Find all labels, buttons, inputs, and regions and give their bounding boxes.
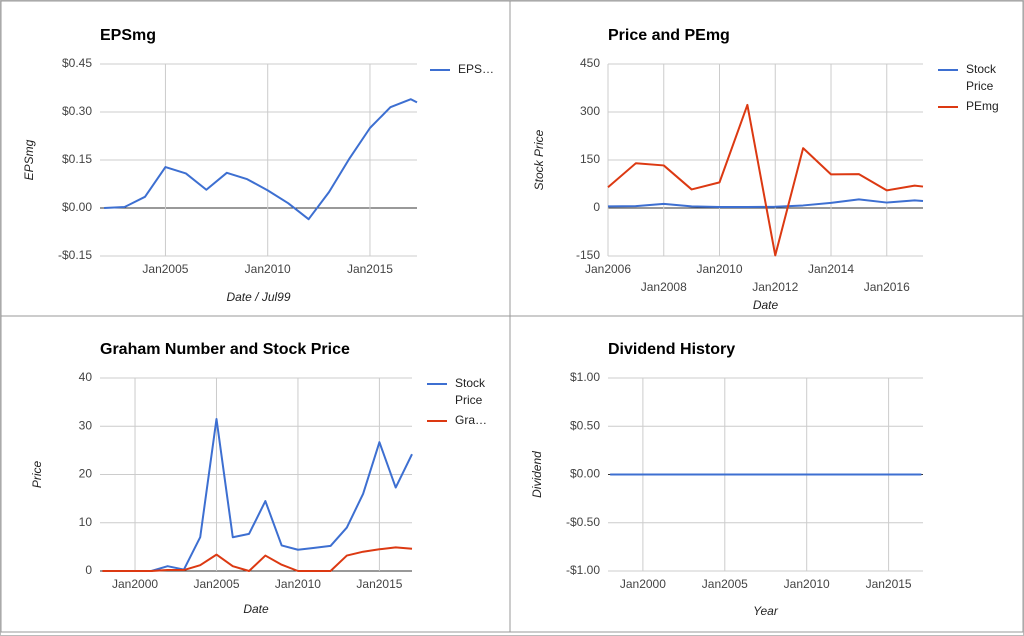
chart-title: Graham Number and Stock Price — [100, 341, 350, 358]
x-tick-label: Jan2014 — [808, 262, 854, 276]
y-tick-label: $0.45 — [62, 56, 92, 70]
legend-label: EPS… — [458, 62, 494, 76]
y-tick-label: -150 — [576, 248, 600, 262]
chart-title: EPSmg — [100, 27, 156, 44]
y-tick-label: $0.00 — [570, 467, 600, 481]
x-tick-label: Jan2008 — [641, 280, 687, 294]
y-axis-title: EPSmg — [22, 139, 36, 180]
y-tick-label: $0.50 — [570, 418, 600, 432]
x-tick-label: Jan2015 — [347, 262, 393, 276]
y-tick-label: 150 — [580, 152, 600, 166]
x-axis-title: Date — [243, 602, 269, 616]
legend-label: Stock Price — [966, 62, 999, 93]
x-tick-label: Jan2000 — [112, 577, 158, 591]
y-tick-label: 0 — [85, 563, 92, 577]
y-tick-label: 40 — [79, 370, 93, 384]
series-line — [607, 103, 924, 257]
y-tick-label: $0.00 — [62, 200, 92, 214]
x-tick-label: Jan2012 — [752, 280, 798, 294]
legend-label: Stock Price — [455, 376, 488, 407]
chart-title: Dividend History — [608, 341, 735, 358]
x-tick-label: Jan2010 — [245, 262, 291, 276]
y-tick-label: $0.15 — [62, 152, 92, 166]
x-tick-label: Jan2005 — [702, 577, 748, 591]
y-axis-title: Stock Price — [532, 129, 546, 190]
y-tick-label: $1.00 — [570, 370, 600, 384]
y-axis-title: Dividend — [530, 451, 544, 498]
chart-title: Price and PEmg — [608, 27, 730, 44]
y-tick-label: -$0.15 — [58, 248, 92, 262]
y-tick-label: 300 — [580, 104, 600, 118]
x-tick-label: Jan2006 — [585, 262, 631, 276]
x-tick-label: Jan2005 — [142, 262, 188, 276]
x-tick-label: Jan2010 — [275, 577, 321, 591]
x-tick-label: Jan2015 — [356, 577, 402, 591]
y-tick-label: -$1.00 — [566, 563, 600, 577]
series-line — [102, 546, 413, 572]
x-tick-label: Jan2010 — [784, 577, 830, 591]
x-axis-title: Date — [753, 298, 779, 312]
y-tick-label: 20 — [79, 467, 93, 481]
x-axis-title: Year — [753, 604, 779, 618]
x-tick-label: Jan2015 — [866, 577, 912, 591]
y-tick-label: 0 — [593, 200, 600, 214]
x-tick-label: Jan2005 — [193, 577, 239, 591]
panel-border — [509, 315, 1024, 633]
y-tick-label: 450 — [580, 56, 600, 70]
legend-label: PEmg — [966, 99, 999, 113]
y-tick-label: 10 — [79, 515, 93, 529]
x-axis-title: Date / Jul99 — [226, 290, 290, 304]
x-tick-label: Jan2016 — [864, 280, 910, 294]
y-tick-label: $0.30 — [62, 104, 92, 118]
series-line — [607, 198, 924, 209]
y-axis-title: Price — [30, 461, 44, 489]
x-tick-label: Jan2000 — [620, 577, 666, 591]
series-line — [104, 98, 418, 221]
legend-label: Gra… — [455, 413, 487, 427]
x-tick-label: Jan2010 — [696, 262, 742, 276]
y-tick-label: 30 — [79, 418, 93, 432]
y-tick-label: -$0.50 — [566, 515, 600, 529]
